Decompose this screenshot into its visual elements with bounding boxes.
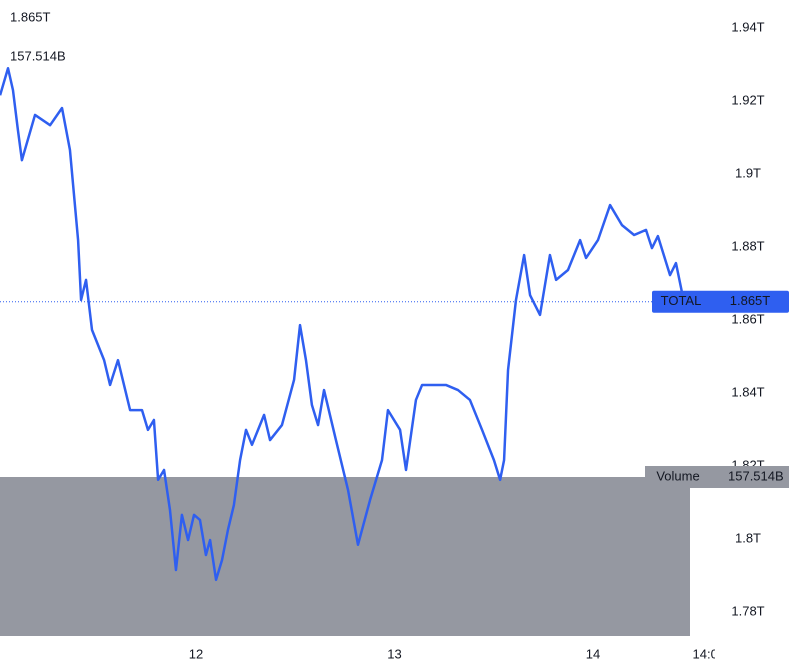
- x-tick-label: 13: [387, 646, 401, 661]
- x-tick-label: 12: [189, 646, 203, 661]
- x-tick-label: 14: [586, 646, 600, 661]
- header-volume: 157.514B: [10, 48, 66, 63]
- y-tick-label: 1.88T: [731, 238, 764, 253]
- header-value: 1.865T: [10, 9, 51, 24]
- y-tick-label: 1.86T: [731, 311, 764, 326]
- series-name: TOTAL: [661, 293, 702, 308]
- price-axis: [715, 0, 789, 663]
- volume-value: 157.514B: [728, 468, 784, 483]
- volume-label-box: [645, 466, 789, 488]
- y-tick-label: 1.84T: [731, 384, 764, 399]
- volume-pane: [0, 477, 690, 636]
- series-label-box: [652, 290, 789, 313]
- y-tick-label: 1.9T: [735, 165, 761, 180]
- y-tick-label: 1.94T: [731, 20, 764, 35]
- y-tick-label: 1.8T: [735, 530, 761, 545]
- y-tick-label: 1.78T: [731, 603, 764, 618]
- y-tick-label: 1.92T: [731, 93, 764, 108]
- last-value-label: 1.865T: [730, 293, 771, 308]
- price-line: [0, 66, 686, 582]
- volume-name: Volume: [656, 468, 699, 483]
